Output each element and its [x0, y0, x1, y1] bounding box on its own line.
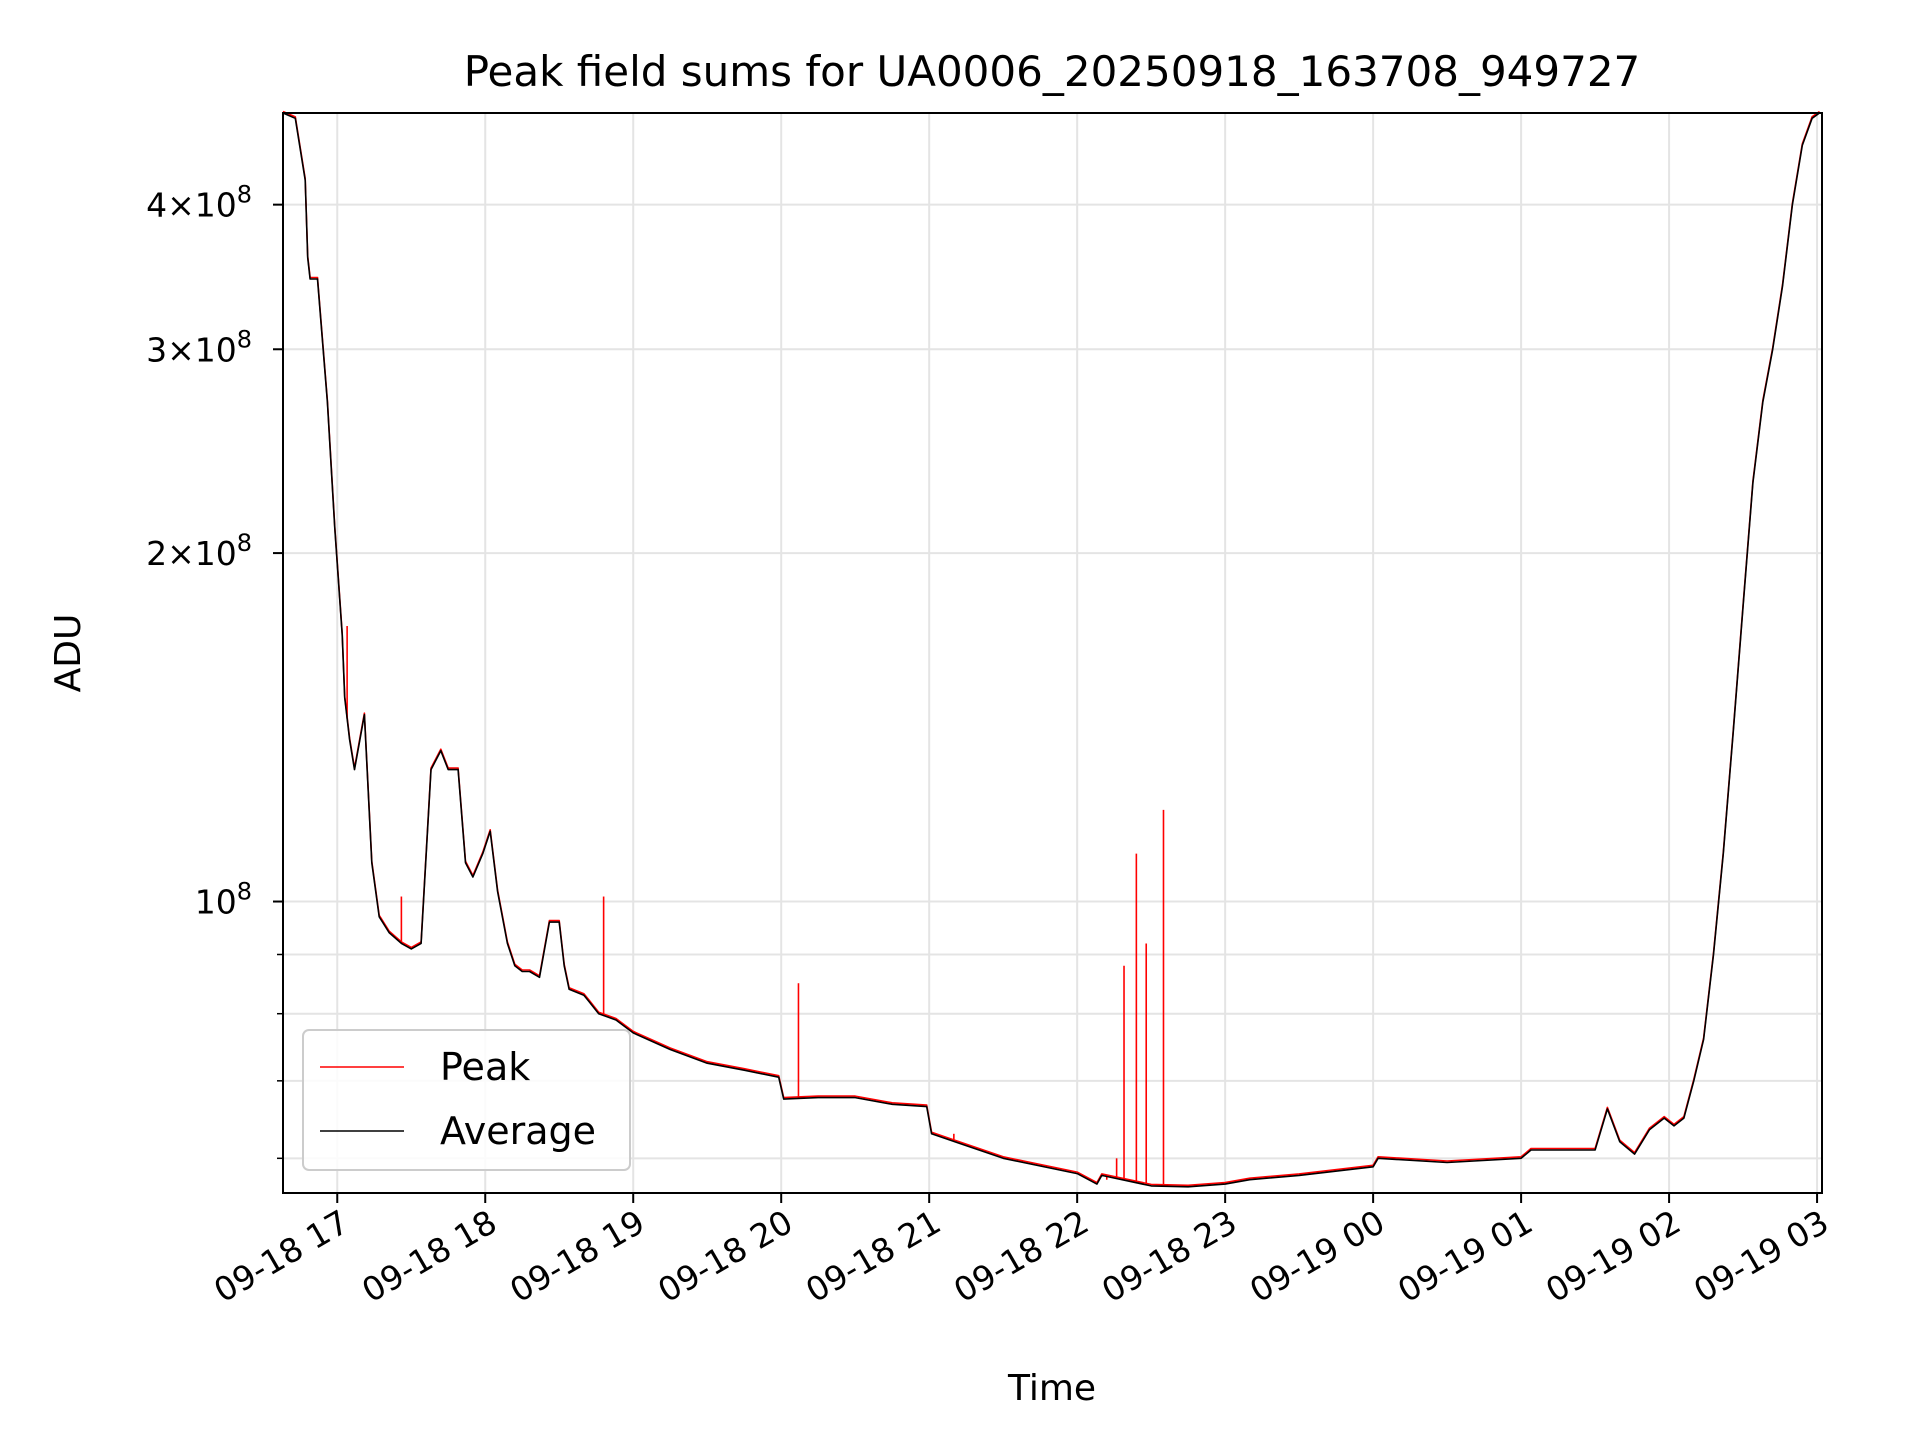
y-tick-exponent: 8 [237, 325, 252, 353]
y-tick-base: 3×10 [146, 330, 237, 369]
legend-peak-label: Peak [440, 1045, 530, 1089]
y-tick-base: 4×10 [146, 186, 237, 225]
y-tick-exponent: 8 [237, 878, 252, 906]
y-tick-exponent: 8 [237, 529, 252, 557]
legend-box [302, 1029, 631, 1171]
chart-title: Peak field sums for UA0006_20250918_1637… [464, 47, 1641, 96]
y-tick-base: 2×10 [146, 534, 237, 573]
y-tick-label: 3×108 [146, 325, 252, 369]
average-series-line [282, 112, 1820, 1188]
series-layer [282, 110, 1820, 1188]
y-tick-label: 4×108 [146, 181, 252, 225]
legend: Peak Average [302, 1029, 631, 1171]
plot-frame [282, 112, 1823, 1194]
y-tick-exponent: 8 [237, 181, 252, 209]
legend-average-label: Average [440, 1109, 596, 1153]
grid [283, 113, 1822, 1193]
y-tick-label: 108 [195, 878, 252, 922]
y-tick-base: 10 [195, 883, 237, 922]
y-axis-label: ADU [48, 614, 89, 693]
y-tick-label: 2×108 [146, 529, 252, 573]
x-axis-label: Time [1007, 1368, 1096, 1409]
